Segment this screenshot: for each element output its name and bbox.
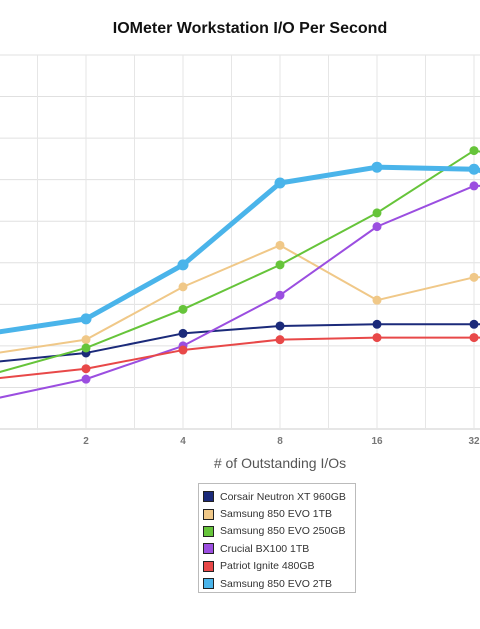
data-point [469, 146, 479, 156]
x-tick-label: 32 [468, 436, 480, 447]
data-point [275, 260, 285, 270]
data-point [178, 345, 188, 355]
data-point [275, 240, 285, 250]
legend-swatch [203, 491, 214, 503]
legend-label: Patriot Ignite 480GB [220, 560, 315, 573]
data-point [81, 343, 91, 353]
data-point [81, 335, 91, 345]
x-tick-label: 4 [180, 436, 186, 447]
data-point [468, 163, 480, 175]
data-point [81, 374, 91, 384]
data-point [274, 177, 286, 189]
data-point [177, 259, 189, 271]
chart-title: IOMeter Workstation I/O Per Second [112, 20, 388, 37]
legend-item: Samsung 850 EVO 250GB [203, 523, 355, 540]
data-point [178, 304, 188, 314]
data-point [469, 181, 479, 191]
data-point [275, 335, 285, 345]
data-point [178, 328, 188, 338]
legend-item: Crucial BX100 1TB [203, 540, 355, 557]
x-tick-label: 16 [371, 436, 383, 447]
data-point [178, 282, 188, 292]
legend-swatch [203, 560, 214, 572]
legend-item: Samsung 850 EVO 2TB [203, 575, 355, 592]
x-tick-label: 8 [277, 436, 283, 447]
data-point [372, 295, 382, 305]
legend-label: Crucial BX100 1TB [220, 542, 310, 555]
legend-label: Samsung 850 EVO 2TB [220, 577, 333, 590]
data-point [372, 333, 382, 343]
x-tick-label: 2 [83, 436, 89, 447]
legend-label: Samsung 850 EVO 1TB [220, 508, 333, 521]
data-point [372, 208, 382, 218]
legend-swatch [203, 508, 214, 520]
data-point [80, 313, 92, 325]
data-point [275, 290, 285, 300]
legend-item: Patriot Ignite 480GB [203, 558, 355, 575]
legend-item: Corsair Neutron XT 960GB [203, 488, 355, 505]
data-point [469, 319, 479, 329]
data-point [371, 161, 383, 173]
data-point [81, 364, 91, 374]
data-point [275, 321, 285, 331]
chart-legend: Corsair Neutron XT 960GB Samsung 850 EVO … [198, 483, 356, 593]
data-point [469, 333, 479, 343]
line-chart-plot: 2 4 8 16 32 [0, 54, 480, 447]
legend-item: Samsung 850 EVO 1TB [203, 505, 355, 522]
legend-label: Corsair Neutron XT 960GB [220, 490, 346, 503]
legend-swatch [203, 525, 214, 537]
legend-label: Samsung 850 EVO 250GB [220, 525, 346, 538]
data-point [372, 319, 382, 329]
legend-swatch [203, 578, 214, 590]
data-point [372, 222, 382, 232]
legend-swatch [203, 543, 214, 555]
data-point [469, 272, 479, 282]
series-line [0, 336, 480, 379]
x-axis-label: # of Outstanding I/Os [213, 455, 347, 471]
